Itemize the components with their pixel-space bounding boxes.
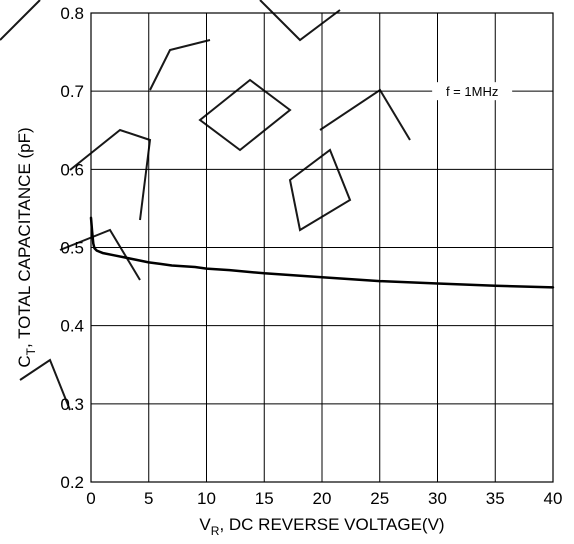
annotation-background — [432, 82, 513, 101]
x-tick-label: 40 — [544, 489, 563, 508]
y-tick-label: 0.4 — [60, 317, 84, 336]
grid — [90, 12, 554, 483]
tick-labels: 0 5 10 15 20 25 30 35 40 0.2 0.3 0.4 0.5 0.6 0.7 0.8 — [60, 4, 562, 508]
x-tick-label: 10 — [197, 489, 216, 508]
y-tick-label: 0.3 — [60, 395, 84, 414]
frequency-annotation: f = 1MHz — [446, 84, 498, 99]
plot-frame — [90, 12, 554, 483]
x-tick-label: 25 — [370, 489, 389, 508]
y-tick-label: 0.2 — [60, 473, 84, 492]
x-tick-label: 5 — [144, 489, 153, 508]
y-tick-label: 0.7 — [60, 82, 84, 101]
y-tick-label: 0.5 — [60, 239, 84, 258]
x-tick-label: 0 — [86, 489, 95, 508]
x-tick-label: 30 — [428, 489, 447, 508]
y-tick-label: 0.6 — [60, 160, 84, 179]
y-tick-label: 0.8 — [60, 4, 84, 23]
x-tick-label: 20 — [313, 489, 332, 508]
watermark — [0, 0, 411, 411]
x-tick-label: 15 — [255, 489, 274, 508]
y-axis-label: CT, TOTAL CAPACITANCE (pF) — [15, 127, 38, 367]
x-tick-label: 35 — [486, 489, 505, 508]
annotation-group: f = 1MHz — [432, 82, 513, 101]
x-axis-label: VR, DC REVERSE VOLTAGE(V) — [199, 515, 444, 538]
capacitance-curve — [89, 216, 555, 289]
